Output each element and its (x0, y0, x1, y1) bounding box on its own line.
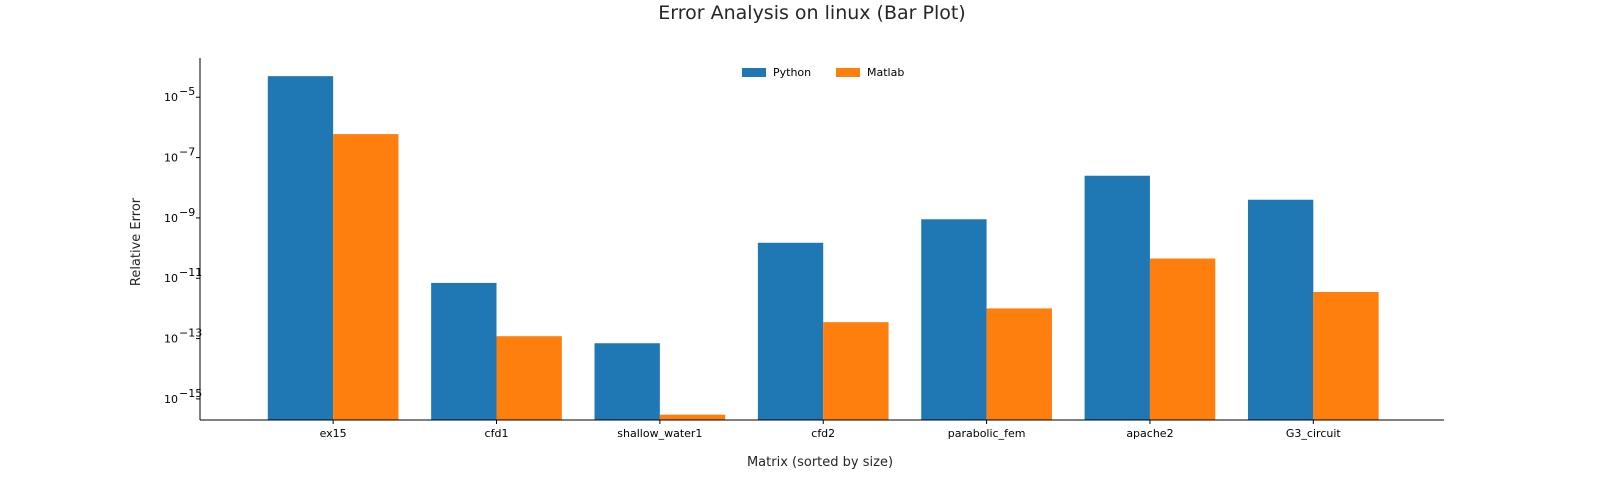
x-tick-label-shallow_water1: shallow_water1 (617, 427, 702, 440)
bar-matlab-apache2 (1149, 258, 1216, 420)
bar-python-parabolic_fem (921, 219, 987, 420)
y-tick-exponent: −9 (179, 206, 195, 219)
y-tick-label: 10 (164, 272, 178, 285)
x-tick-label-parabolic_fem: parabolic_fem (948, 427, 1026, 440)
bar-matlab-ex15 (333, 134, 399, 421)
legend-swatch-matlab (836, 68, 860, 77)
y-tick-label: 10 (164, 212, 178, 225)
bar-python-shallow_water1 (594, 343, 660, 420)
bar-python-cfd2 (757, 242, 824, 420)
bar-matlab-G3_circuit (1313, 292, 1379, 420)
y-tick-exponent: −13 (179, 327, 202, 340)
legend-swatch-python (742, 68, 766, 77)
y-tick-exponent: −15 (179, 387, 202, 400)
bar-python-G3_circuit (1247, 199, 1314, 420)
y-tick-label: 10 (164, 91, 178, 104)
y-tick-exponent: −11 (179, 266, 202, 279)
y-tick-exponent: −5 (179, 85, 195, 98)
bar-matlab-cfd2 (823, 322, 889, 420)
bar-matlab-parabolic_fem (986, 308, 1052, 420)
y-tick-label: 10 (164, 333, 178, 346)
y-tick-exponent: −7 (179, 146, 195, 159)
bars (267, 76, 1379, 421)
x-tick-label-G3_circuit: G3_circuit (1286, 427, 1341, 440)
bar-matlab-cfd1 (496, 336, 562, 420)
bar-python-cfd1 (431, 282, 497, 420)
x-tick-label-ex15: ex15 (320, 427, 347, 440)
x-axis-label: Matrix (sorted by size) (747, 455, 893, 470)
bar-python-apache2 (1084, 175, 1150, 420)
legend-label-matlab: Matlab (867, 66, 904, 79)
legend: Python Matlab (742, 66, 904, 79)
y-tick-label: 10 (164, 152, 178, 165)
x-ticks: ex15 cfd1 shallow_water1 cfd2 parabolic_fem a… (320, 420, 1341, 440)
y-axis-label: Relative Error (129, 197, 144, 286)
chart-title: Error Analysis on linux (Bar Plot) (658, 2, 965, 24)
x-tick-label-cfd2: cfd2 (811, 427, 835, 440)
bar-python-ex15 (267, 76, 334, 420)
x-tick-label-apache2: apache2 (1126, 427, 1173, 440)
y-tick-label: 10 (164, 393, 178, 406)
legend-label-python: Python (773, 66, 811, 79)
x-tick-label-cfd1: cfd1 (485, 427, 509, 440)
bar-matlab-shallow_water1 (659, 414, 726, 420)
